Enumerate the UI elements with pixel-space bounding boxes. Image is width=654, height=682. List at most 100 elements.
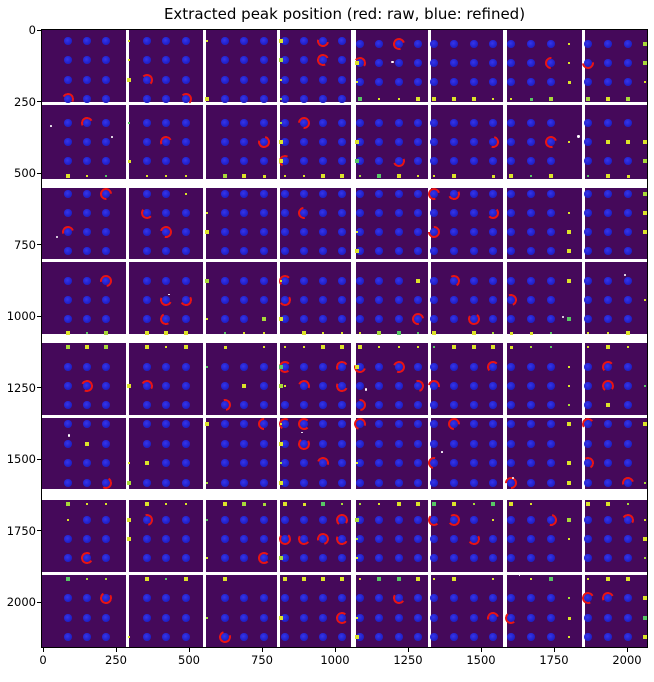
- refined-peak-dot: [64, 382, 72, 390]
- image-peak-mark: [283, 502, 287, 506]
- image-peak-mark: [377, 345, 381, 349]
- refined-peak-dot: [547, 420, 555, 428]
- image-peak-mark: [104, 502, 108, 506]
- refined-peak-dot: [240, 76, 248, 84]
- detector-panel: [427, 500, 503, 572]
- image-peak-mark: [567, 279, 571, 283]
- refined-peak-dot: [414, 420, 422, 428]
- detector-panel: [42, 105, 126, 179]
- refined-peak-dot: [338, 95, 346, 103]
- refined-peak-dot: [375, 554, 383, 562]
- refined-peak-dot: [430, 228, 438, 236]
- refined-peak-dot: [319, 209, 327, 217]
- image-peak-mark: [127, 58, 131, 62]
- refined-peak-dot: [300, 247, 308, 255]
- refined-peak-dot: [83, 479, 91, 487]
- refined-peak-dot: [162, 157, 170, 165]
- refined-peak-dot: [375, 296, 383, 304]
- refined-peak-dot: [527, 138, 535, 146]
- refined-peak-dot: [143, 382, 151, 390]
- refined-peak-dot: [414, 190, 422, 198]
- detector-panel: [580, 417, 647, 492]
- refined-peak-dot: [430, 633, 438, 641]
- refined-peak-dot: [470, 228, 478, 236]
- detector-panel: [507, 188, 582, 259]
- y-tick-label: 1250: [6, 380, 36, 395]
- raw-peak-ring: [179, 92, 193, 106]
- refined-peak-dot: [356, 382, 364, 390]
- refined-peak-dot: [375, 614, 383, 622]
- detector-panel: [127, 343, 203, 415]
- refined-peak-dot: [470, 459, 478, 467]
- image-peak-mark: [164, 502, 168, 506]
- refined-peak-dot: [624, 382, 632, 390]
- raw-peak-ring: [97, 272, 115, 290]
- refined-peak-dot: [430, 277, 438, 285]
- image-peak-mark: [242, 331, 246, 335]
- refined-peak-dot: [489, 157, 497, 165]
- refined-peak-dot: [430, 296, 438, 304]
- image-peak-mark: [321, 345, 325, 349]
- refined-peak-dot: [450, 315, 458, 323]
- refined-peak-dot: [375, 382, 383, 390]
- refined-peak-dot: [319, 554, 327, 562]
- refined-peak-dot: [414, 209, 422, 217]
- detector-panel: [584, 262, 647, 335]
- raw-peak-ring: [295, 114, 313, 132]
- refined-peak-dot: [102, 315, 110, 323]
- refined-peak-dot: [281, 277, 289, 285]
- refined-peak-dot: [281, 401, 289, 409]
- detector-panel: [355, 105, 428, 179]
- refined-peak-dot: [319, 119, 327, 127]
- detector-panel: [42, 185, 126, 259]
- refined-peak-dot: [470, 594, 478, 602]
- refined-peak-dot: [624, 440, 632, 448]
- image-peak-mark: [279, 442, 283, 446]
- image-peak-mark: [416, 345, 420, 349]
- raw-peak-ring: [542, 511, 560, 529]
- refined-peak-dot: [300, 633, 308, 641]
- refined-peak-dot: [507, 459, 515, 467]
- detector-panel: [42, 343, 126, 415]
- refined-peak-dot: [414, 315, 422, 323]
- detector-panel: [127, 105, 203, 179]
- image-peak-mark: [340, 345, 344, 349]
- refined-peak-dot: [281, 459, 289, 467]
- refined-peak-dot: [584, 401, 592, 409]
- image-peak-mark: [355, 230, 359, 234]
- refined-peak-dot: [356, 59, 364, 67]
- raw-peak-ring: [391, 359, 407, 375]
- refined-peak-dot: [260, 119, 268, 127]
- image-peak-mark: [549, 345, 553, 349]
- refined-peak-dot: [182, 594, 190, 602]
- refined-peak-dot: [584, 363, 592, 371]
- refined-peak-dot: [489, 59, 497, 67]
- refined-peak-dot: [143, 119, 151, 127]
- image-peak-mark: [302, 174, 306, 178]
- refined-peak-dot: [547, 315, 555, 323]
- image-peak-mark: [279, 39, 283, 43]
- image-peak-mark: [340, 577, 344, 581]
- image-peak-mark: [145, 502, 149, 506]
- refined-peak-dot: [507, 157, 515, 165]
- refined-peak-dot: [624, 228, 632, 236]
- refined-peak-dot: [395, 59, 403, 67]
- refined-peak-dot: [83, 37, 91, 45]
- image-peak-mark: [279, 365, 283, 369]
- refined-peak-dot: [319, 138, 327, 146]
- refined-peak-dot: [281, 440, 289, 448]
- refined-peak-dot: [489, 535, 497, 543]
- refined-peak-dot: [319, 296, 327, 304]
- image-peak-mark: [184, 577, 188, 581]
- image-peak-mark: [302, 345, 306, 349]
- hot-pixel-speck: [512, 476, 515, 479]
- refined-peak-dot: [162, 382, 170, 390]
- refined-peak-dot: [162, 363, 170, 371]
- refined-peak-dot: [83, 209, 91, 217]
- refined-peak-dot: [338, 190, 346, 198]
- refined-peak-dot: [102, 420, 110, 428]
- refined-peak-dot: [83, 614, 91, 622]
- image-peak-mark: [567, 403, 571, 407]
- refined-peak-dot: [395, 40, 403, 48]
- refined-peak-dot: [527, 59, 535, 67]
